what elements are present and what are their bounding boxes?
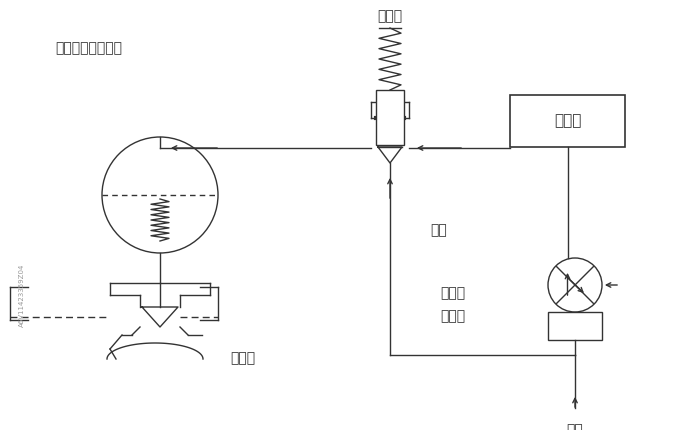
Bar (548, 312, 602, 340)
Text: 保位阀: 保位阀 (378, 9, 402, 23)
Bar (376, 90, 404, 145)
Text: 气源: 气源 (566, 423, 584, 430)
Text: 过滤器
减压阀: 过滤器 减压阀 (440, 287, 465, 323)
Text: 定位器: 定位器 (554, 114, 582, 129)
Text: 信号: 信号 (430, 223, 446, 237)
Text: A6V11423359Z04: A6V11423359Z04 (19, 263, 25, 327)
Bar (510, 95, 625, 147)
Text: 单作用气动执行器: 单作用气动执行器 (55, 41, 122, 55)
Text: 调节阀: 调节阀 (230, 351, 255, 365)
